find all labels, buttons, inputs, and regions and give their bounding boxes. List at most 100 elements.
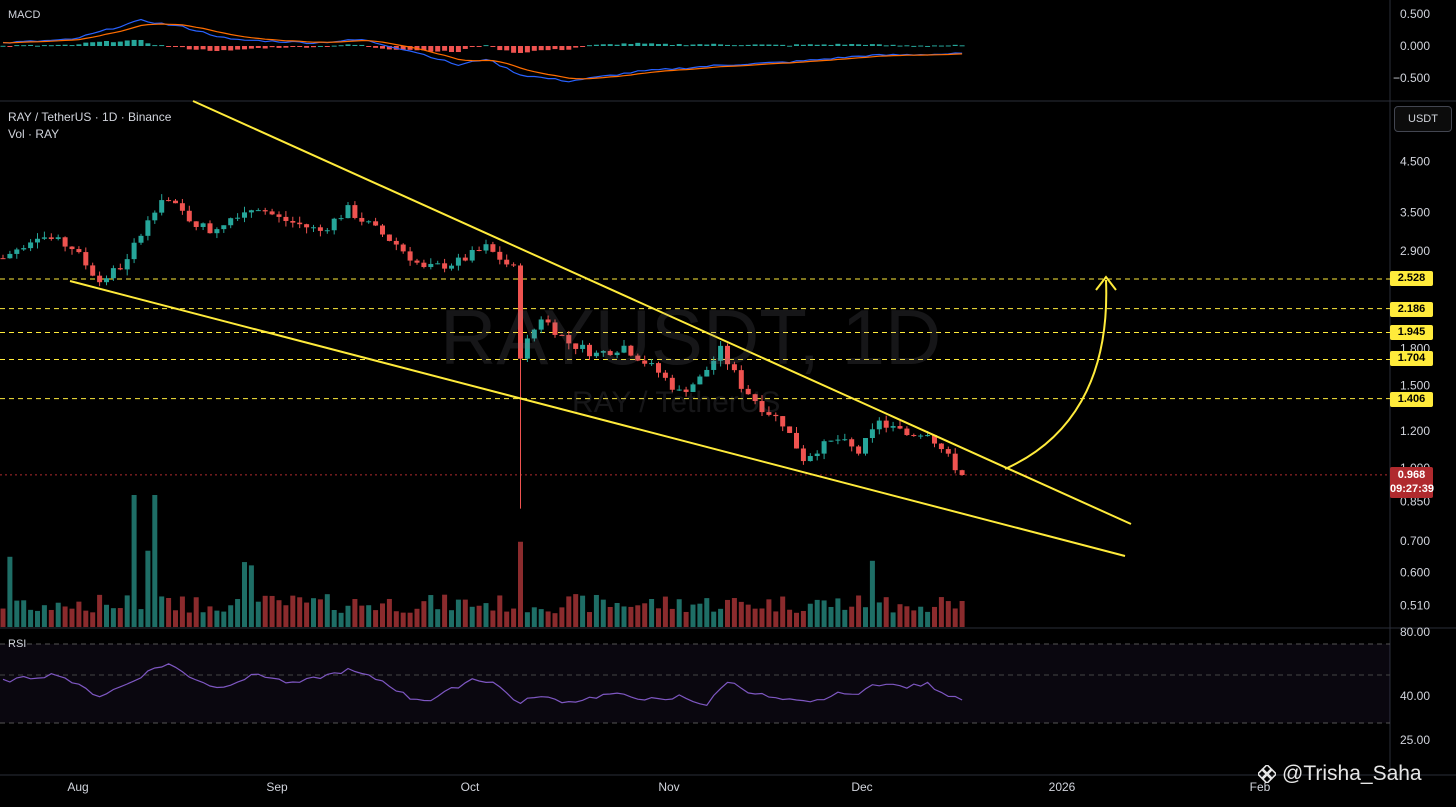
candle-body [221,225,227,230]
volume-title[interactable]: Vol · RAY [8,127,60,141]
volume-bar [442,594,448,627]
macd-histogram-bar [911,45,917,47]
macd-histogram-bar [807,44,813,46]
volume-bar [911,610,917,627]
macd-histogram-bar [835,43,841,46]
volume-bar [863,607,868,627]
macd-histogram-bar [538,46,544,51]
macd-histogram-bar [518,46,523,53]
volume-bar [490,610,496,627]
macd-histogram-bar [559,46,565,51]
candle-body [566,335,572,344]
macd-histogram-bar [614,44,620,46]
rsi-band [0,644,1390,723]
candle-body [62,237,68,247]
candle-body [152,212,158,221]
level-tag: 2.186 [1390,302,1433,317]
volume-bar [428,595,434,627]
volume-bar [794,612,799,627]
volume-bar [752,608,758,627]
candle-body [614,352,620,356]
candle-body [159,200,165,213]
macd-tick-label: 0.500 [1400,7,1430,21]
volume-bar [573,594,579,627]
macd-histogram-bar [676,44,682,46]
macd-histogram-bar [490,46,496,47]
volume-bar [386,598,392,627]
candle-body [166,200,172,202]
macd-histogram-bar [938,45,944,47]
candle-body [504,259,510,265]
level-tag: 1.704 [1390,351,1433,366]
candle-body [587,344,592,357]
volume-bar [932,606,937,627]
macd-histogram-bar [442,46,448,51]
macd-line [2,18,963,83]
macd-histogram-bar [214,46,220,52]
macd-histogram-bar [69,45,75,47]
macd-histogram-bar [159,45,165,47]
macd-histogram-bar [711,43,717,46]
candle-body [207,223,213,234]
lower-wedge-trendline[interactable] [69,280,1126,557]
level-tag: 2.528 [1390,271,1433,286]
volume-bar [518,541,523,627]
macd-histogram-bar [449,46,454,52]
candle-body [656,363,661,373]
volume-bar [787,609,793,627]
breakout-projection-arrow[interactable] [1004,279,1108,470]
volume-bar [587,612,592,627]
level-tag: 1.406 [1390,392,1433,407]
price-tick-label: 1.200 [1400,424,1430,438]
volume-bar [248,565,254,627]
macd-histogram-bar [745,44,751,46]
candle-body [311,227,316,229]
macd-histogram-bar [725,44,730,46]
volume-bar [159,596,165,627]
time-axis-label: Feb [1250,780,1271,794]
volume-bar [7,556,13,627]
macd-histogram-bar [621,43,627,46]
macd-histogram-bar [304,46,310,48]
volume-bar [97,594,103,627]
candle-body [600,351,606,353]
candle-body [69,246,75,250]
volume-bar [262,595,268,627]
candle-body [649,363,655,365]
candle-body [545,319,551,323]
upper-wedge-trendline[interactable] [192,100,1132,525]
candle-body [945,449,951,454]
macd-histogram-bar [62,44,68,46]
volume-bar [800,610,806,627]
volume-bar [331,610,337,627]
volume-bar [642,603,648,627]
candle-body [317,227,323,231]
candle-body [869,429,875,439]
candle-body [531,329,537,339]
volume-bar [683,611,689,627]
volume-bar [759,608,765,627]
time-axis-label: Oct [461,780,480,794]
macd-histogram-bar [959,45,965,47]
price-tick-label: 4.500 [1400,154,1430,168]
volume-bar [614,602,620,627]
volume-bar [214,610,220,627]
candle-body [773,414,779,417]
volume-bar [166,597,172,627]
volume-bar [421,601,427,627]
volume-bar [297,597,303,627]
volume-bar [725,599,730,627]
macd-histogram-bar [476,46,482,47]
currency-unit-button[interactable]: USDT [1394,106,1452,132]
macd-histogram-bar [117,41,123,46]
volume-bar [110,608,116,627]
candle-body [759,401,765,413]
volume-bar [317,599,323,627]
macd-histogram-bar [131,39,137,46]
volume-bar [828,606,834,627]
symbol-title[interactable]: RAY / TetherUS · 1D · Binance [8,110,172,124]
candle-body [117,268,123,270]
author-watermark: @Trisha_Saha [1256,762,1422,786]
